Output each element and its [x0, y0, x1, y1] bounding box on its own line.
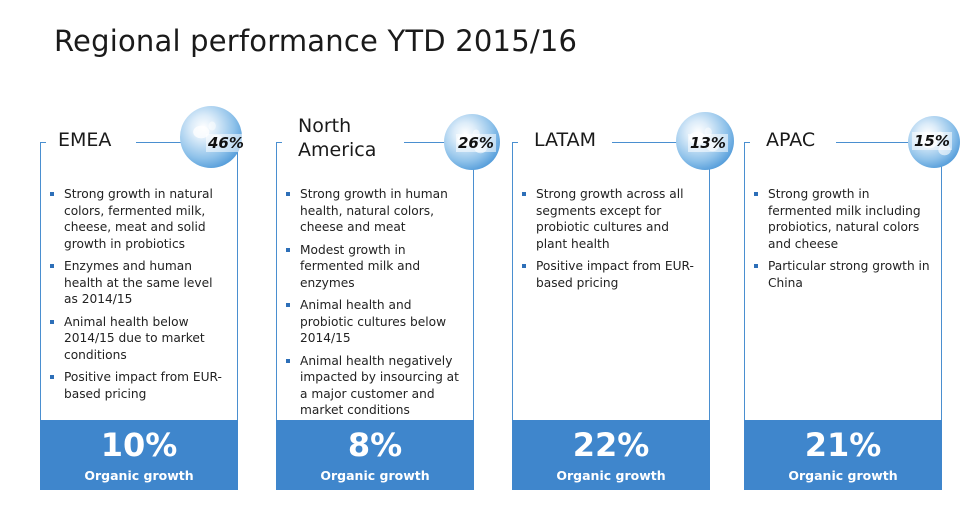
- bullet-list: Strong growth in fermented milk includin…: [754, 186, 930, 297]
- region-name: LATAM: [528, 128, 603, 152]
- growth-value: 10%: [100, 426, 178, 464]
- growth-label: Organic growth: [556, 468, 666, 483]
- region-name: EMEA: [52, 128, 118, 152]
- bullet-item: Positive impact from EUR-based pricing: [50, 369, 226, 402]
- region-card-emea: EMEA 46% Strong growth in natural colors…: [40, 106, 246, 490]
- share-percent: 26%: [456, 134, 496, 152]
- growth-value: 8%: [347, 426, 403, 464]
- bullet-item: Particular strong growth in China: [754, 258, 930, 291]
- region-name: North America: [292, 114, 404, 162]
- organic-growth-box: 10% Organic growth: [40, 420, 238, 490]
- card-frame: [744, 142, 942, 460]
- growth-label: Organic growth: [788, 468, 898, 483]
- share-percent: 15%: [912, 132, 952, 150]
- bullet-item: Animal health and probiotic cultures bel…: [286, 297, 462, 347]
- region-card-apac: APAC 15% Strong growth in fermented milk…: [744, 110, 960, 490]
- growth-label: Organic growth: [320, 468, 430, 483]
- growth-label: Organic growth: [84, 468, 194, 483]
- card-frame: [512, 142, 710, 460]
- bullet-item: Modest growth in fermented milk and enzy…: [286, 242, 462, 292]
- bullet-item: Strong growth in fermented milk includin…: [754, 186, 930, 252]
- bullet-item: Enzymes and human health at the same lev…: [50, 258, 226, 308]
- region-name: APAC: [760, 128, 822, 152]
- page-title: Regional performance YTD 2015/16: [54, 24, 578, 58]
- growth-value: 21%: [804, 426, 882, 464]
- bullet-item: Positive impact from EUR-based pricing: [522, 258, 698, 291]
- bullet-item: Strong growth in human health, natural c…: [286, 186, 462, 236]
- card-frame: [40, 142, 238, 460]
- organic-growth-box: 21% Organic growth: [744, 420, 942, 490]
- region-card-latam: LATAM 13% Strong growth across all segme…: [512, 110, 734, 490]
- share-percent: 13%: [688, 134, 728, 152]
- bullet-list: Strong growth in natural colors, ferment…: [50, 186, 226, 408]
- bullet-item: Animal health below 2014/15 due to marke…: [50, 314, 226, 364]
- growth-value: 22%: [572, 426, 650, 464]
- bullet-item: Strong growth in natural colors, ferment…: [50, 186, 226, 252]
- bullet-item: Animal health negatively impacted by ins…: [286, 353, 462, 419]
- organic-growth-box: 8% Organic growth: [276, 420, 474, 490]
- bullet-item: Strong growth across all segments except…: [522, 186, 698, 252]
- share-percent: 46%: [206, 134, 246, 152]
- card-frame: [276, 142, 474, 460]
- bullet-list: Strong growth in human health, natural c…: [286, 186, 462, 425]
- organic-growth-box: 22% Organic growth: [512, 420, 710, 490]
- region-card-north-america: North America 26% Strong growth in human…: [276, 110, 500, 490]
- bullet-list: Strong growth across all segments except…: [522, 186, 698, 297]
